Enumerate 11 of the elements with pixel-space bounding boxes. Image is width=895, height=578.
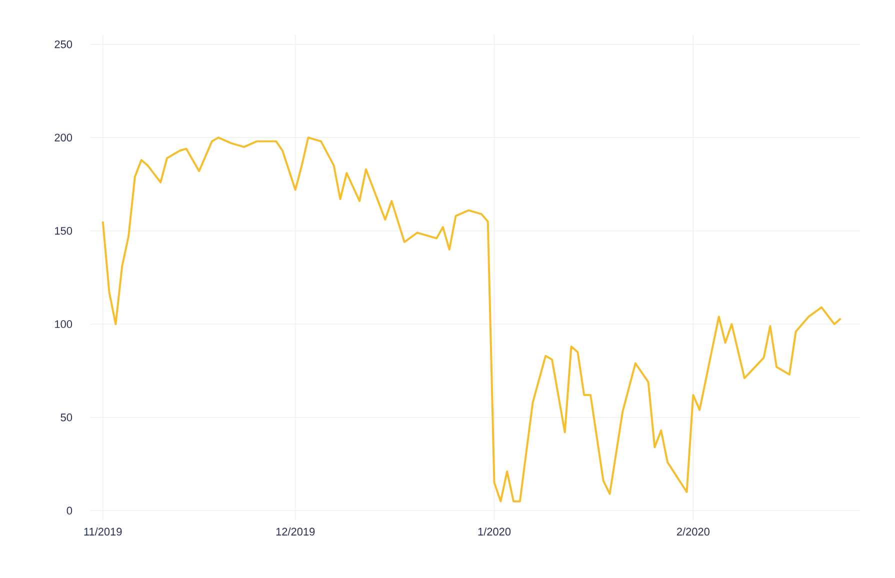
x-tick-label: 12/2019 bbox=[276, 528, 315, 536]
y-tick-label: 0 bbox=[66, 506, 72, 515]
x-tick-label: 1/2020 bbox=[478, 528, 511, 536]
y-tick-label: 150 bbox=[55, 226, 72, 235]
line-series bbox=[102, 136, 842, 502]
x-tick-label: 2/2020 bbox=[676, 528, 710, 536]
y-tick-label: 50 bbox=[60, 414, 72, 422]
x-tick-label: 11/2019 bbox=[84, 528, 122, 536]
y-tick-label: 100 bbox=[55, 320, 72, 328]
y-tick-label: 200 bbox=[54, 134, 72, 142]
y-tick-label: 250 bbox=[54, 40, 72, 48]
